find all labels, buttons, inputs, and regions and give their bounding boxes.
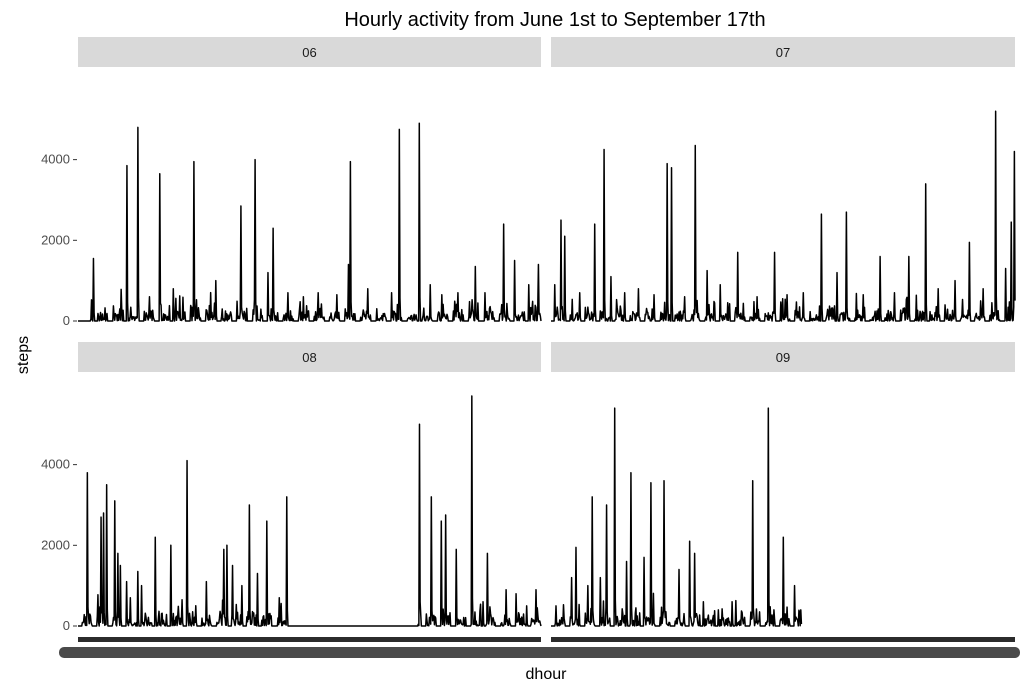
y-tick-label: 4000 — [41, 457, 70, 472]
y-axis-title: steps — [15, 336, 32, 374]
y-tick-label: 0 — [63, 618, 70, 633]
chart-title: Hourly activity from June 1st to Septemb… — [344, 9, 765, 31]
y-tick-label: 0 — [63, 313, 70, 328]
facet-strip-label-09: 09 — [776, 350, 790, 365]
facet-strip-07 — [551, 37, 1015, 67]
facet-strip-09 — [551, 342, 1015, 372]
facet-strip-label-08: 08 — [302, 350, 316, 365]
facet-strip-06 — [78, 37, 541, 67]
x-axis-title: dhour — [526, 666, 568, 683]
panel-08: 08 0 2000 4000 — [41, 342, 542, 642]
panel-09: 09 — [550, 342, 1015, 642]
facet-panels: 06 0 2000 4000 07 08 0 2000 4000 09 — [41, 37, 1020, 658]
y-tick-label: 4000 — [41, 152, 70, 167]
series-line-09 — [550, 407, 803, 627]
panel-06: 06 0 2000 4000 — [41, 37, 542, 328]
x-tick-band-09 — [551, 637, 1015, 642]
x-tick-band-08 — [78, 637, 541, 642]
series-line-08 — [77, 395, 542, 627]
panel-07: 07 — [550, 37, 1016, 322]
series-line-06 — [77, 122, 542, 322]
facet-strip-08 — [78, 342, 541, 372]
facet-strip-label-06: 06 — [302, 45, 316, 60]
facet-strip-label-07: 07 — [776, 45, 790, 60]
series-line-07 — [550, 110, 1016, 322]
y-tick-label: 2000 — [41, 537, 70, 552]
x-tick-label-band — [59, 647, 1020, 658]
y-tick-label: 2000 — [41, 232, 70, 247]
